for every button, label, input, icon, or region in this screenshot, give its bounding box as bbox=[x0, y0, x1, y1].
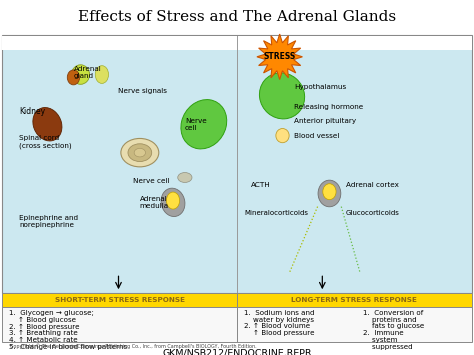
Text: ↑ Blood pressure: ↑ Blood pressure bbox=[244, 330, 315, 336]
Text: suppressed: suppressed bbox=[363, 344, 412, 350]
Ellipse shape bbox=[178, 173, 192, 182]
Text: GKM/NSB212/ENDOCRINE,REPR
O AND URINARY SYS. 2013: GKM/NSB212/ENDOCRINE,REPR O AND URINARY … bbox=[162, 349, 312, 355]
Text: 1.  Glycogen → glucose;: 1. Glycogen → glucose; bbox=[9, 310, 94, 316]
Ellipse shape bbox=[95, 66, 109, 83]
Text: 1.  Sodium ions and: 1. Sodium ions and bbox=[244, 310, 315, 316]
Text: Adrenal cortex: Adrenal cortex bbox=[346, 182, 399, 187]
Text: fats to glucose: fats to glucose bbox=[363, 323, 424, 329]
FancyBboxPatch shape bbox=[2, 293, 237, 307]
Text: Copyright © The Benjamin/Cummings Publishing Co., Inc., from Campbell's BIOLOGY,: Copyright © The Benjamin/Cummings Publis… bbox=[10, 344, 257, 349]
Circle shape bbox=[128, 144, 152, 162]
Text: Mineralocorticoids: Mineralocorticoids bbox=[244, 210, 308, 216]
FancyBboxPatch shape bbox=[237, 293, 472, 307]
Text: Glucocorticoids: Glucocorticoids bbox=[346, 210, 400, 216]
Text: 4. ↑ Metabolic rate: 4. ↑ Metabolic rate bbox=[9, 337, 78, 343]
Text: Nerve cell: Nerve cell bbox=[133, 178, 169, 184]
Text: Spinal cord
(cross section): Spinal cord (cross section) bbox=[19, 135, 72, 149]
Text: STRESS: STRESS bbox=[264, 52, 296, 61]
Circle shape bbox=[121, 138, 159, 167]
Ellipse shape bbox=[33, 108, 62, 141]
Ellipse shape bbox=[166, 192, 180, 209]
Text: 5.  Change in blood flow patterns: 5. Change in blood flow patterns bbox=[9, 344, 128, 350]
Text: Hypothalamus: Hypothalamus bbox=[294, 84, 346, 90]
Text: Adrenal
medulla: Adrenal medulla bbox=[140, 196, 169, 209]
Text: SHORT-TERM STRESS RESPONSE: SHORT-TERM STRESS RESPONSE bbox=[55, 297, 185, 303]
Text: Epinephrine and
norepinephrine: Epinephrine and norepinephrine bbox=[19, 215, 78, 228]
Text: Nerve signals: Nerve signals bbox=[118, 88, 167, 93]
FancyBboxPatch shape bbox=[2, 36, 472, 293]
Text: 3. ↑ Breathing rate: 3. ↑ Breathing rate bbox=[9, 330, 78, 336]
Ellipse shape bbox=[318, 180, 341, 207]
Text: Anterior pituitary: Anterior pituitary bbox=[294, 119, 356, 124]
Text: 2. ↑ Blood volume: 2. ↑ Blood volume bbox=[244, 323, 310, 329]
Text: 1.  Conversion of: 1. Conversion of bbox=[363, 310, 423, 316]
Text: 2.  Immune: 2. Immune bbox=[363, 330, 403, 336]
Text: Blood vessel: Blood vessel bbox=[294, 133, 339, 138]
Ellipse shape bbox=[259, 73, 305, 119]
Ellipse shape bbox=[161, 188, 185, 217]
FancyBboxPatch shape bbox=[2, 36, 472, 50]
Text: proteins and: proteins and bbox=[363, 317, 416, 323]
Text: Effects of Stress and The Adrenal Glands: Effects of Stress and The Adrenal Glands bbox=[78, 10, 396, 24]
Text: LONG-TERM STRESS RESPONSE: LONG-TERM STRESS RESPONSE bbox=[292, 297, 417, 303]
Ellipse shape bbox=[276, 129, 289, 143]
Text: 2. ↑ Blood pressure: 2. ↑ Blood pressure bbox=[9, 323, 80, 329]
Text: Releasing hormone: Releasing hormone bbox=[294, 104, 363, 109]
FancyBboxPatch shape bbox=[2, 307, 237, 342]
Ellipse shape bbox=[323, 184, 336, 200]
Text: ↑ Blood glucose: ↑ Blood glucose bbox=[9, 317, 76, 323]
Text: Kidney: Kidney bbox=[19, 107, 45, 116]
Ellipse shape bbox=[67, 70, 80, 85]
Text: ACTH: ACTH bbox=[251, 182, 271, 187]
Text: Adrenal
gland: Adrenal gland bbox=[73, 66, 101, 79]
Polygon shape bbox=[257, 34, 302, 80]
Ellipse shape bbox=[72, 65, 90, 84]
Circle shape bbox=[134, 148, 146, 157]
Text: water by kidneys: water by kidneys bbox=[244, 317, 314, 323]
Text: system: system bbox=[363, 337, 397, 343]
FancyBboxPatch shape bbox=[237, 307, 472, 342]
Text: Nerve
cell: Nerve cell bbox=[185, 119, 207, 131]
Ellipse shape bbox=[181, 100, 227, 149]
